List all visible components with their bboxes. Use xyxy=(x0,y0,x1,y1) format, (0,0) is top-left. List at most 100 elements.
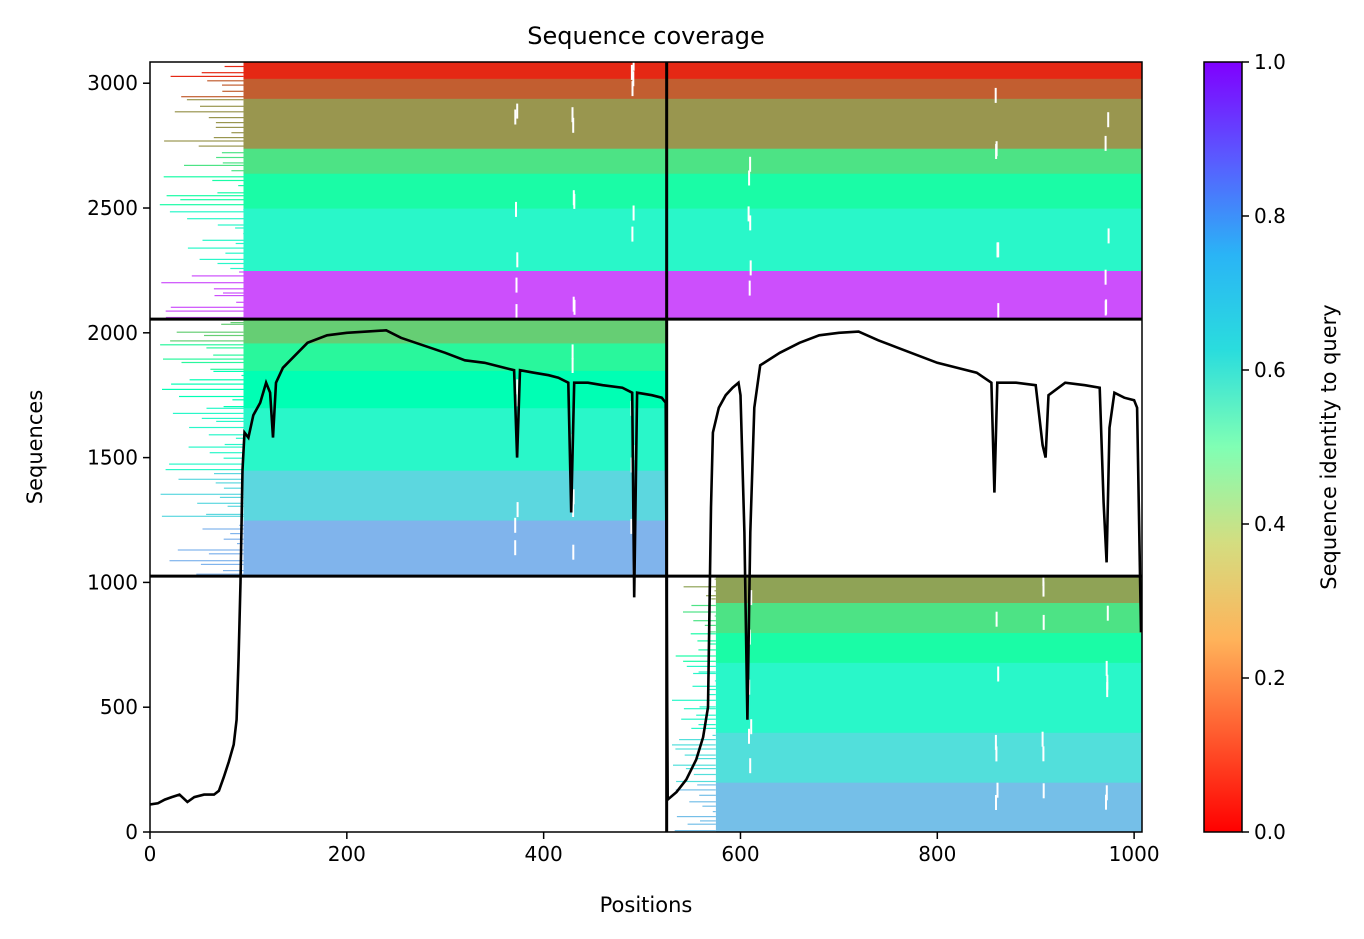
heat-strip xyxy=(231,170,244,172)
heat-strip xyxy=(236,301,244,303)
heat-strip xyxy=(714,578,716,580)
gap-mark xyxy=(748,728,750,744)
y-tick-label: 1000 xyxy=(87,570,138,594)
heat-strip xyxy=(223,538,244,540)
heat-strip xyxy=(213,354,244,356)
heat-strip xyxy=(215,126,244,128)
heat-strip xyxy=(217,192,244,194)
heat-strip xyxy=(219,496,244,498)
heat-strip xyxy=(686,665,716,667)
heat-strip xyxy=(699,794,716,796)
gap-mark xyxy=(516,103,519,119)
heat-strip xyxy=(189,379,244,381)
heat-strip xyxy=(683,660,716,662)
heat-strip xyxy=(693,672,716,675)
heat-strip xyxy=(176,331,244,333)
gap-mark xyxy=(516,391,519,407)
heat-strip xyxy=(683,586,716,588)
heat-strip xyxy=(230,533,244,535)
gap-mark xyxy=(573,299,576,315)
heat-strip xyxy=(217,224,244,226)
x-tick-label: 400 xyxy=(525,842,563,866)
heat-strip xyxy=(201,417,244,419)
colorbar-label: Sequence identity to query xyxy=(1317,304,1341,589)
colorbar-tick-label: 0.4 xyxy=(1254,512,1286,536)
heat-strip xyxy=(214,473,244,475)
heat-strip xyxy=(171,383,244,385)
gap-mark xyxy=(1104,135,1107,151)
heat-strip xyxy=(215,122,244,124)
gap-mark xyxy=(995,141,998,157)
x-axis-ticks: 0 200 400 600 800 1000 xyxy=(144,832,1160,866)
heat-strip xyxy=(689,801,716,803)
gap-mark xyxy=(516,252,519,268)
heat-band-2-3 xyxy=(243,148,1142,174)
y-tick-label: 0 xyxy=(125,820,138,844)
heat-strip xyxy=(188,446,244,448)
heat-strip xyxy=(181,96,244,98)
heat-strip xyxy=(232,399,244,401)
heat-strip xyxy=(235,437,244,439)
heat-strip xyxy=(230,322,244,324)
gap-mark xyxy=(994,87,997,103)
gap-mark xyxy=(1042,571,1045,586)
heat-strip xyxy=(714,680,716,682)
heat-strip xyxy=(199,258,244,260)
gap-mark xyxy=(514,109,517,125)
heat-strip xyxy=(227,505,244,507)
heat-strip xyxy=(683,708,716,710)
heat-strip xyxy=(204,334,244,337)
heat-strip xyxy=(202,528,244,530)
heat-strip xyxy=(169,463,244,465)
gap-mark xyxy=(995,795,997,810)
heat-strip xyxy=(235,227,244,229)
gap-mark xyxy=(630,518,633,534)
heat-band-0-5 xyxy=(243,319,667,344)
gap-mark xyxy=(749,156,752,172)
y-tick-label: 500 xyxy=(100,695,138,719)
chart-title: Sequence coverage xyxy=(527,22,764,50)
heat-strip xyxy=(676,780,716,783)
y-tick-label: 3000 xyxy=(87,71,138,95)
gap-mark xyxy=(571,107,574,123)
gap-mark xyxy=(996,242,999,258)
colorbar-tick-label: 0.2 xyxy=(1254,666,1286,690)
heat-strip xyxy=(208,117,244,119)
heat-strip xyxy=(691,604,716,607)
gap-mark xyxy=(748,170,751,186)
heat-strip xyxy=(201,72,244,74)
gap-mark xyxy=(749,215,752,231)
heat-strip xyxy=(714,615,716,617)
gap-mark xyxy=(516,502,519,518)
colorbar-ticks: 0.0 0.2 0.4 0.6 0.8 1.0 xyxy=(1242,50,1286,844)
x-tick-label: 200 xyxy=(328,842,366,866)
heat-strip xyxy=(230,267,244,270)
heat-strip xyxy=(163,176,244,178)
heat-band-0-0 xyxy=(243,520,667,577)
gap-mark xyxy=(749,260,752,276)
gap-mark xyxy=(1106,682,1109,698)
gap-mark xyxy=(747,206,750,222)
heat-strip xyxy=(187,218,244,220)
colorbar-tick-label: 0.6 xyxy=(1254,358,1286,382)
gap-mark xyxy=(514,540,517,556)
heat-strip xyxy=(174,111,244,113)
y-tick-label: 1500 xyxy=(87,446,138,470)
heat-strip xyxy=(198,145,244,147)
heat-band-2-5 xyxy=(243,78,1142,99)
heat-strip xyxy=(184,164,244,166)
heat-strip xyxy=(692,685,716,687)
heat-strip xyxy=(697,640,716,642)
gap-mark xyxy=(1105,794,1107,810)
heat-strip xyxy=(207,80,244,82)
heat-strip xyxy=(165,316,244,319)
heat-strip xyxy=(191,275,244,277)
heat-strip xyxy=(196,573,244,575)
heat-strip xyxy=(180,199,244,201)
gap-mark xyxy=(572,489,575,505)
gap-mark xyxy=(573,193,576,209)
heat-strip xyxy=(222,90,244,92)
heat-strip xyxy=(683,611,716,613)
gap-mark xyxy=(749,758,752,774)
